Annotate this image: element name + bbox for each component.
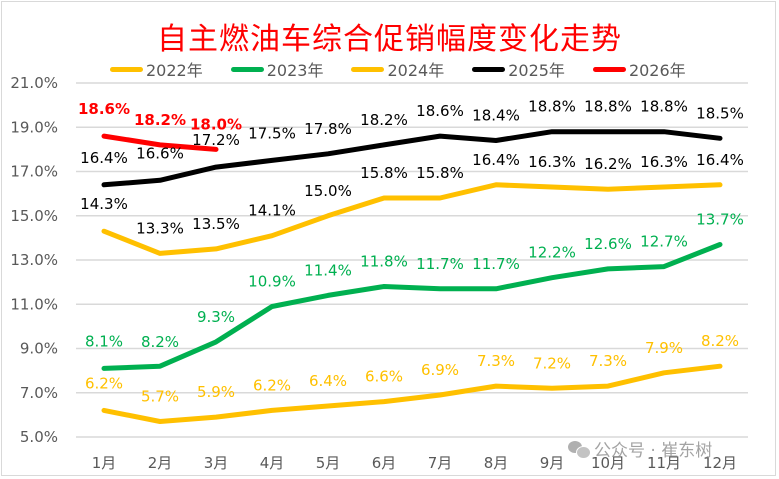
data-label: 14.3% <box>80 195 128 213</box>
x-tick-label: 6月 <box>372 454 397 472</box>
series-line-2026 <box>101 133 219 152</box>
data-label: 16.3% <box>528 153 576 171</box>
data-label: 16.4% <box>696 151 744 169</box>
data-label: 8.2% <box>141 333 179 351</box>
data-label: 17.8% <box>304 120 352 138</box>
legend-label-2023: 2023年 <box>266 61 324 80</box>
legend-item-2022: 2022年 <box>110 57 203 81</box>
x-tick-label: 8月 <box>484 454 509 472</box>
watermark: 公众号 · 崔东树 <box>568 436 712 461</box>
data-label: 6.2% <box>85 374 123 392</box>
x-tick-label: 2月 <box>148 454 173 472</box>
legend-label-2025: 2025年 <box>508 61 565 80</box>
series-line-2024 <box>101 182 723 256</box>
data-label: 5.7% <box>141 388 179 406</box>
legend-swatch-2023 <box>230 66 264 72</box>
data-label: 18.4% <box>472 107 520 125</box>
legend-item-2025: 2025年 <box>472 57 565 81</box>
legend-label-2024: 2024年 <box>387 61 445 80</box>
y-tick-label: 15.0% <box>10 207 58 225</box>
y-tick-label: 17.0% <box>10 163 58 181</box>
x-tick-label: 9月 <box>540 454 565 472</box>
data-label: 18.8% <box>640 98 688 116</box>
y-tick-label: 19.0% <box>10 118 58 136</box>
series-line-2023 <box>101 242 723 371</box>
data-label: 5.9% <box>197 383 235 401</box>
legend-item-2026: 2026年 <box>592 57 686 81</box>
x-tick-label: 7月 <box>428 454 453 472</box>
data-label: 6.4% <box>309 372 347 390</box>
series-line-2022 <box>101 363 723 424</box>
data-label: 12.2% <box>528 244 576 262</box>
legend-swatch-2025 <box>472 66 506 72</box>
y-tick-label: 21.0% <box>10 74 58 92</box>
data-label: 11.4% <box>304 261 352 279</box>
data-label: 17.2% <box>192 131 240 149</box>
chart-title: 自主燃油车综合促销幅度变化走势 <box>157 22 622 57</box>
legend-label-2022: 2022年 <box>146 61 203 80</box>
x-tick-label: 5月 <box>316 454 341 472</box>
legend-item-2023: 2023年 <box>230 57 324 81</box>
data-label: 16.4% <box>80 149 128 167</box>
data-label: 12.7% <box>640 233 688 251</box>
data-label: 13.7% <box>696 211 744 229</box>
wechat-icon <box>568 440 591 459</box>
data-label: 16.3% <box>640 153 688 171</box>
data-label: 7.3% <box>589 352 627 370</box>
x-tick-label: 11月 <box>647 454 681 472</box>
data-label: 16.2% <box>584 155 632 173</box>
y-tick-label: 13.0% <box>10 251 58 269</box>
data-label: 6.6% <box>365 368 403 386</box>
data-label: 8.2% <box>701 332 739 350</box>
legend-label-2026: 2026年 <box>628 61 686 80</box>
legend-swatch-2024 <box>351 66 385 72</box>
data-label: 18.2% <box>360 111 408 129</box>
data-label: 13.5% <box>192 215 240 233</box>
x-tick-label: 1月 <box>92 454 117 472</box>
watermark-text: 公众号 · 崔东树 <box>594 441 713 461</box>
data-label: 7.2% <box>533 354 571 372</box>
x-tick-label: 12月 <box>703 454 737 472</box>
x-tick-label: 10月 <box>591 454 625 472</box>
data-label: 13.3% <box>136 219 184 237</box>
x-tick-label: 4月 <box>260 454 285 472</box>
y-tick-label: 5.0% <box>20 428 58 446</box>
y-tick-label: 7.0% <box>20 384 58 402</box>
data-label: 15.8% <box>360 164 408 182</box>
data-label: 18.6% <box>78 100 130 118</box>
data-label: 14.1% <box>248 202 296 220</box>
data-label: 10.9% <box>248 272 296 290</box>
data-label: 11.7% <box>472 255 520 273</box>
legend-swatch-2022 <box>110 66 143 72</box>
data-label: 11.7% <box>416 255 464 273</box>
data-label: 7.3% <box>477 352 515 370</box>
data-label: 8.1% <box>85 332 123 350</box>
data-label: 15.0% <box>304 182 352 200</box>
data-label: 7.9% <box>645 339 683 357</box>
y-tick-label: 11.0% <box>10 295 58 313</box>
data-label: 18.6% <box>416 102 464 120</box>
data-label: 18.0% <box>190 115 242 133</box>
data-label: 15.8% <box>416 164 464 182</box>
data-label: 18.5% <box>696 104 744 122</box>
y-tick-label: 9.0% <box>20 340 58 358</box>
legend-item-2024: 2024年 <box>351 57 444 81</box>
data-label: 18.8% <box>528 98 576 116</box>
series-line-2025 <box>101 129 723 188</box>
data-label: 11.8% <box>360 253 408 271</box>
data-label: 12.6% <box>584 235 632 253</box>
data-label: 6.2% <box>253 376 291 394</box>
data-label: 17.5% <box>248 124 296 142</box>
data-label: 6.9% <box>421 361 459 379</box>
data-label: 18.8% <box>584 98 632 116</box>
legend-swatch-2026 <box>592 66 626 72</box>
x-tick-label: 3月 <box>204 454 229 472</box>
chart-legend: 2022年 2023年 2024年 2025年 2026年 <box>110 57 714 81</box>
data-label: 16.4% <box>472 151 520 169</box>
data-label: 16.6% <box>136 144 184 162</box>
data-label: 18.2% <box>134 111 186 129</box>
data-label: 9.3% <box>197 308 235 326</box>
